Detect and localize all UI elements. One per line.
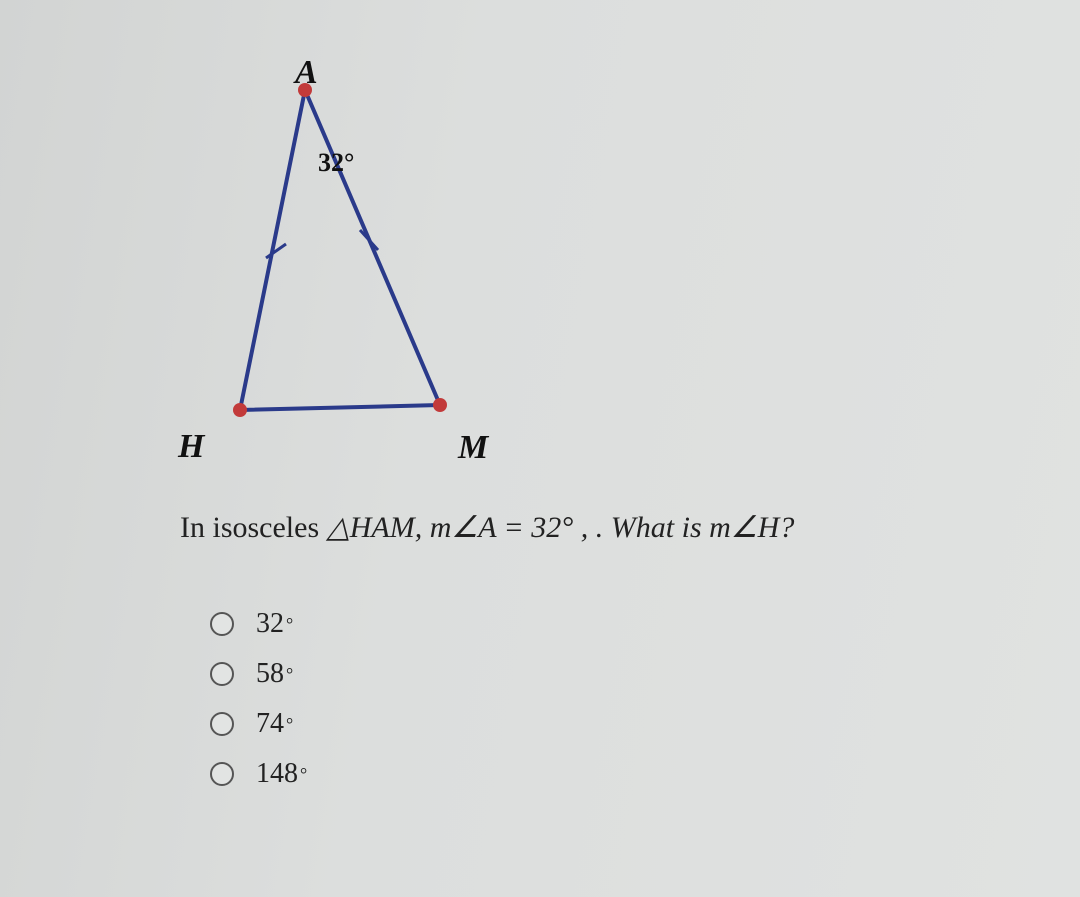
vertex-M-dot (433, 398, 447, 412)
answer-value: 148 (256, 758, 298, 790)
answer-option-1[interactable]: 58° (210, 658, 610, 690)
angle-label: 32° (318, 148, 354, 178)
question-prefix: In isosceles (180, 511, 327, 544)
vertex-label-A: A (295, 54, 318, 92)
radio-icon (210, 612, 234, 636)
tick-AM (360, 230, 378, 250)
answer-option-2[interactable]: 74° (210, 708, 610, 740)
radio-icon (210, 662, 234, 686)
side-AH (240, 90, 305, 410)
question-text: In isosceles △HAM, m∠A = 32° , . What is… (180, 510, 1040, 545)
answer-value: 58 (256, 658, 284, 690)
triangle-figure: A H M 32° (170, 30, 600, 470)
radio-icon (210, 762, 234, 786)
side-AM (305, 90, 440, 405)
answer-unit: ° (300, 764, 307, 785)
vertex-label-M: M (458, 429, 488, 467)
answer-option-3[interactable]: 148° (210, 758, 610, 790)
answer-list: 32° 58° 74° 148° (210, 590, 610, 808)
side-HM (240, 405, 440, 410)
answer-value: 32 (256, 608, 284, 640)
question-triangle: △HAM (327, 511, 415, 544)
triangle-svg (170, 30, 600, 470)
radio-icon (210, 712, 234, 736)
answer-value: 74 (256, 708, 284, 740)
answer-unit: ° (286, 664, 293, 685)
question-mid: , m∠A = 32° , . What is m∠H? (415, 511, 795, 544)
answer-option-0[interactable]: 32° (210, 608, 610, 640)
answer-unit: ° (286, 614, 293, 635)
answer-unit: ° (286, 714, 293, 735)
tick-AH (266, 244, 286, 258)
vertex-label-H: H (178, 428, 204, 466)
vertex-H-dot (233, 403, 247, 417)
page: A H M 32° In isosceles △HAM, m∠A = 32° ,… (0, 0, 1080, 897)
